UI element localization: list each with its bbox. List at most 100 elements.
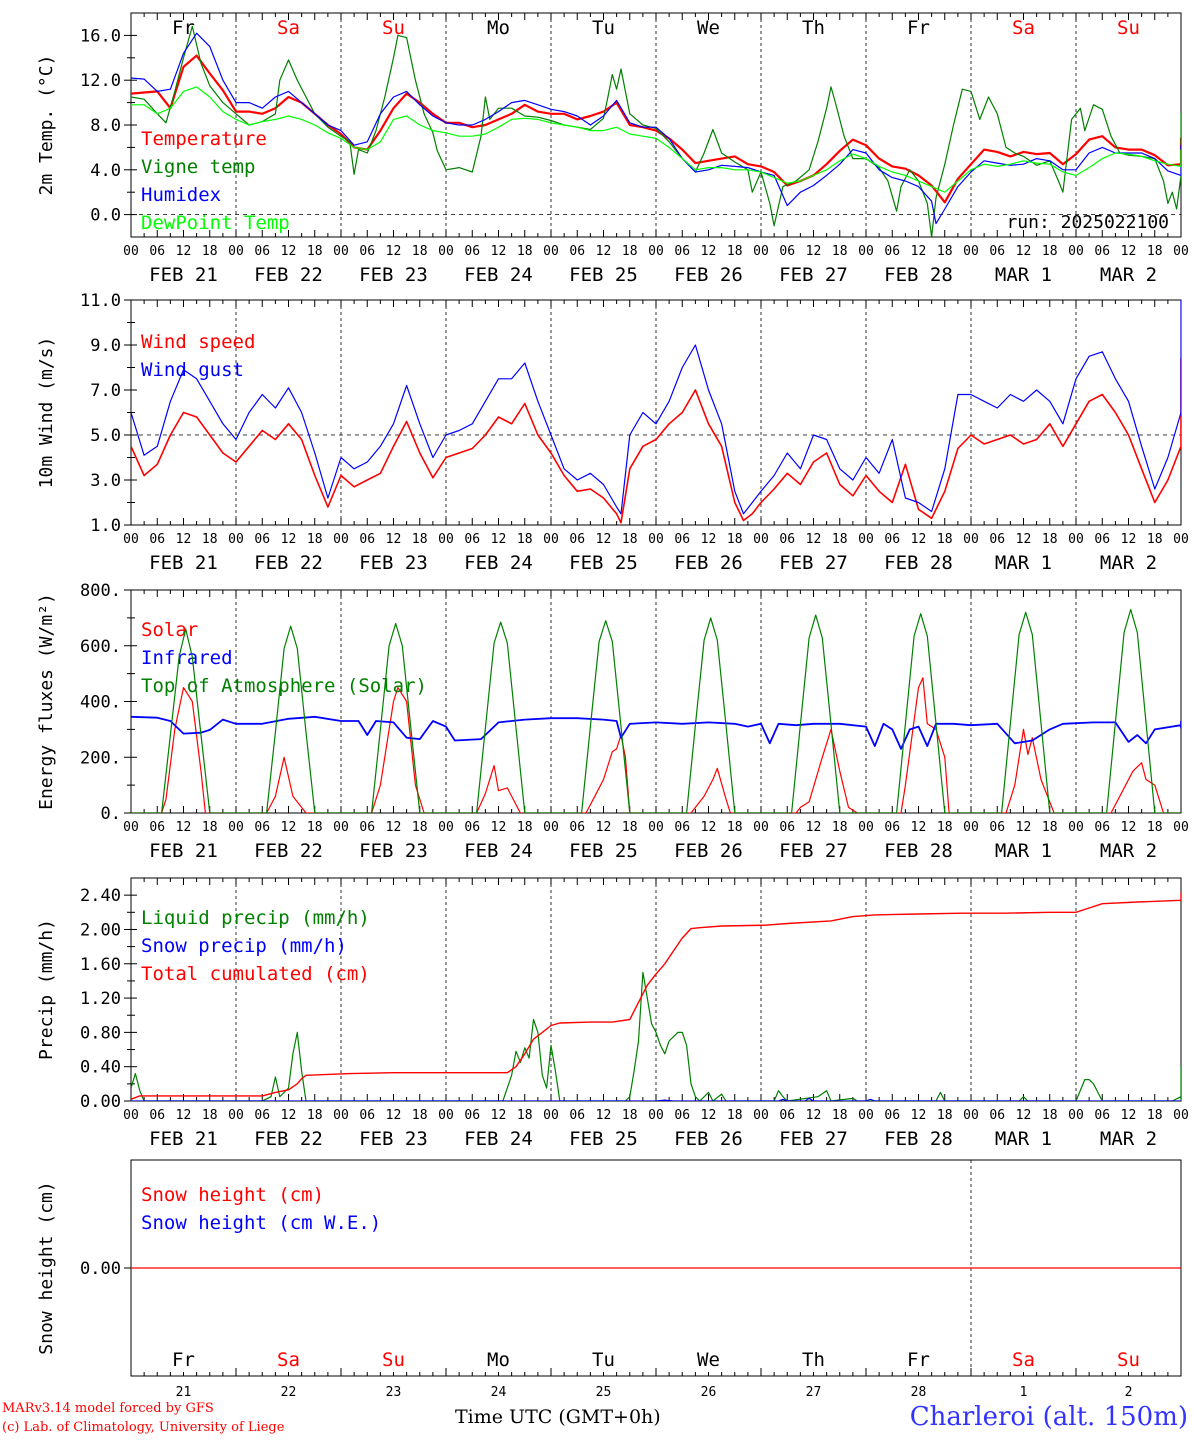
hour-tick-label: 00 bbox=[963, 1108, 979, 1123]
hour-tick-label: 00 bbox=[333, 244, 349, 259]
hour-tick-label: 06 bbox=[779, 244, 795, 259]
hour-tick-label: 12 bbox=[806, 820, 822, 835]
meteogram-canvas: 0.04.08.012.016.02m Temp. (°C)00 06 12 18 00… bbox=[36, 12, 1189, 1400]
date-label: FEB 26 bbox=[674, 1128, 743, 1150]
hour-tick-label: 00 bbox=[1173, 1108, 1189, 1123]
hour-tick-label: 00 bbox=[648, 1108, 664, 1123]
hour-tick-label: 12 bbox=[701, 820, 717, 835]
hour-tick-label: 12 bbox=[281, 244, 297, 259]
hour-tick-label: 06 bbox=[1094, 244, 1110, 259]
date-label: FEB 27 bbox=[779, 264, 848, 286]
y-tick-label: 0.00 bbox=[80, 1259, 121, 1279]
weekday-label: Su bbox=[1117, 17, 1140, 39]
hour-tick-label: 06 bbox=[884, 244, 900, 259]
hour-tick-label: 06 bbox=[359, 532, 375, 547]
hour-tick-label: 18 bbox=[202, 1108, 218, 1123]
weekday-label: Th bbox=[802, 1349, 825, 1371]
series-line-top-of-atmosphere-solar- bbox=[131, 608, 1181, 813]
date-label: FEB 26 bbox=[674, 840, 743, 862]
y-tick-label: 7.0 bbox=[90, 381, 121, 401]
y-tick-label: 12.0 bbox=[80, 71, 121, 91]
hour-tick-label: 06 bbox=[359, 820, 375, 835]
y-axis-label: 2m Temp. (°C) bbox=[36, 55, 57, 196]
weekday-label: Su bbox=[382, 17, 405, 39]
hour-tick-label: 00 bbox=[963, 244, 979, 259]
hour-tick-label: 12 bbox=[596, 1108, 612, 1123]
run-label: run: 2025022100 bbox=[1006, 212, 1169, 233]
hour-tick-label: 18 bbox=[832, 1108, 848, 1123]
plot-frame-0 bbox=[130, 12, 1182, 238]
y-axis-label: 10m Wind (m/s) bbox=[36, 337, 57, 489]
hour-tick-label: 18 bbox=[727, 1108, 743, 1123]
hour-tick-label: 06 bbox=[884, 820, 900, 835]
series-line-dewpoint-temp bbox=[131, 86, 1181, 193]
hour-tick-label: 18 bbox=[937, 532, 953, 547]
hour-tick-label: 00 bbox=[543, 532, 559, 547]
hour-tick-label: 12 bbox=[491, 532, 507, 547]
hour-tick-label: 00 bbox=[438, 532, 454, 547]
y-tick-label: 4.0 bbox=[90, 161, 121, 181]
date-label: FEB 21 bbox=[149, 552, 218, 574]
legend-entry: Total cumulated (cm) bbox=[141, 963, 370, 985]
hour-tick-label: 00 bbox=[648, 244, 664, 259]
series-line-wind-speed bbox=[131, 358, 1181, 524]
y-tick-label: 8.0 bbox=[90, 116, 121, 136]
hour-tick-label: 18 bbox=[412, 820, 428, 835]
day-number-label: 23 bbox=[386, 1385, 402, 1400]
hour-tick-label: 00 bbox=[1173, 244, 1189, 259]
legend-entry: Snow height (cm W.E.) bbox=[141, 1212, 381, 1234]
hour-tick-label: 18 bbox=[1147, 244, 1163, 259]
hour-tick-label: 06 bbox=[569, 244, 585, 259]
hour-tick-label: 06 bbox=[254, 244, 270, 259]
date-label: FEB 26 bbox=[674, 264, 743, 286]
date-label: FEB 27 bbox=[779, 1128, 848, 1150]
hour-tick-label: 12 bbox=[491, 1108, 507, 1123]
hour-tick-label: 00 bbox=[963, 532, 979, 547]
hour-tick-label: 00 bbox=[1068, 820, 1084, 835]
hour-tick-label: 18 bbox=[937, 1108, 953, 1123]
hour-tick-label: 06 bbox=[674, 1108, 690, 1123]
hour-tick-label: 06 bbox=[569, 820, 585, 835]
hour-tick-label: 18 bbox=[622, 532, 638, 547]
date-label: FEB 24 bbox=[464, 840, 533, 862]
hour-tick-label: 06 bbox=[254, 1108, 270, 1123]
day-number-label: 2 bbox=[1125, 1385, 1133, 1400]
hour-tick-label: 06 bbox=[254, 532, 270, 547]
hour-tick-label: 06 bbox=[989, 532, 1005, 547]
y-tick-label: 0. bbox=[101, 804, 121, 824]
legend-entry: Liquid precip (mm/h) bbox=[141, 907, 370, 929]
legend-entry: Snow height (cm) bbox=[141, 1184, 324, 1206]
series-line-solar bbox=[131, 677, 1181, 813]
hour-tick-label: 18 bbox=[412, 244, 428, 259]
hour-tick-label: 00 bbox=[333, 820, 349, 835]
hour-tick-label: 00 bbox=[753, 244, 769, 259]
plot-frame-1 bbox=[130, 299, 1182, 526]
hour-tick-label: 00 bbox=[438, 1108, 454, 1123]
hour-tick-label: 00 bbox=[123, 1108, 139, 1123]
hour-tick-label: 12 bbox=[806, 1108, 822, 1123]
date-label: FEB 25 bbox=[569, 1128, 638, 1150]
hour-tick-label: 06 bbox=[464, 244, 480, 259]
hour-tick-label: 12 bbox=[281, 1108, 297, 1123]
series-line-infrared bbox=[131, 715, 1181, 750]
hour-tick-label: 06 bbox=[464, 1108, 480, 1123]
y-tick-label: 1.0 bbox=[90, 516, 121, 536]
day-number-label: 21 bbox=[176, 1385, 192, 1400]
hour-tick-label: 06 bbox=[149, 244, 165, 259]
hour-tick-label: 00 bbox=[858, 1108, 874, 1123]
y-tick-label: 0.40 bbox=[80, 1058, 121, 1078]
day-number-label: 28 bbox=[911, 1385, 927, 1400]
weekday-label: Fr bbox=[907, 1349, 930, 1371]
hour-tick-label: 12 bbox=[1121, 820, 1137, 835]
hour-tick-label: 06 bbox=[884, 1108, 900, 1123]
hour-tick-label: 00 bbox=[228, 1108, 244, 1123]
weekday-label: Sa bbox=[277, 1349, 300, 1371]
weekday-label: Tu bbox=[592, 17, 615, 39]
series-line-snow-precip-mm-h- bbox=[131, 1097, 1181, 1101]
hour-tick-label: 00 bbox=[333, 1108, 349, 1123]
hour-tick-label: 12 bbox=[281, 820, 297, 835]
y-axis-label: Snow height (cm) bbox=[36, 1181, 57, 1354]
series-line-total-cumulated-cm- bbox=[131, 892, 1181, 1100]
date-label: MAR 2 bbox=[1100, 264, 1157, 286]
hour-tick-label: 00 bbox=[333, 532, 349, 547]
